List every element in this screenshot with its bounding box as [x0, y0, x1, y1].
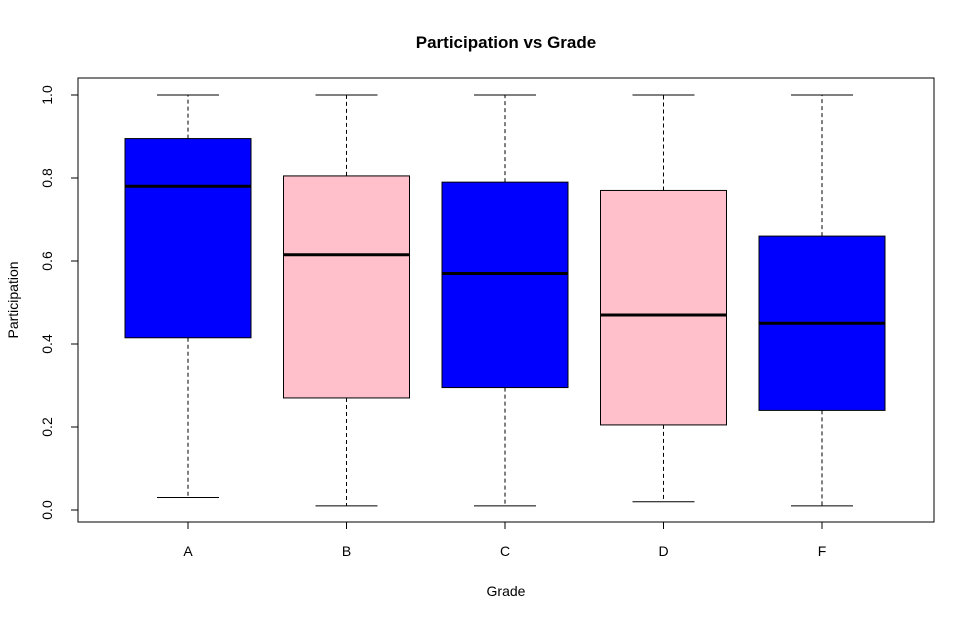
box-F	[758, 94, 886, 507]
y-tick-label: 0.0	[39, 500, 55, 520]
x-tick-label: C	[500, 543, 510, 559]
y-tick-label: 0.8	[39, 168, 55, 188]
iqr-box	[600, 189, 727, 426]
box-C	[441, 94, 569, 507]
x-tick-label: A	[183, 543, 193, 559]
box-A	[124, 94, 252, 499]
iqr-box	[283, 175, 410, 399]
x-tick-label: F	[818, 543, 827, 559]
box-D	[600, 94, 727, 503]
chart-title: Participation vs Grade	[416, 33, 596, 52]
y-tick-label: 0.4	[39, 334, 55, 354]
y-tick-label: 1.0	[39, 85, 55, 105]
box-B	[283, 94, 410, 507]
x-axis-label: Grade	[487, 583, 526, 599]
y-tick-label: 0.6	[39, 251, 55, 271]
plot-marks	[124, 94, 886, 507]
x-tick-label: B	[342, 543, 351, 559]
y-axis: 0.0 0.2 0.4 0.6 0.8 1.0	[39, 85, 79, 520]
iqr-box	[124, 138, 252, 339]
y-axis-label: Participation	[5, 261, 21, 338]
iqr-box	[441, 181, 569, 389]
y-tick-label: 0.2	[39, 417, 55, 437]
x-tick-label: D	[658, 543, 668, 559]
